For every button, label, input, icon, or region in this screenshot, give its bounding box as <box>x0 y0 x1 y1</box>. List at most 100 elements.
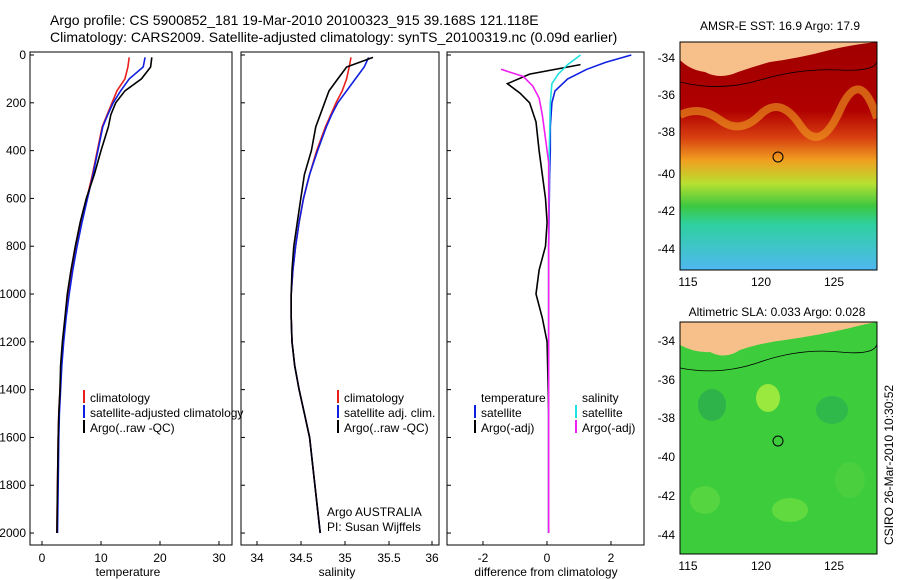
lon-tick: 120 <box>751 559 771 573</box>
lat-tick: -42 <box>658 204 676 218</box>
sal-xlabel: salinity <box>319 565 356 579</box>
title-line-1: Argo profile: CS 5900852_181 19-Mar-2010… <box>50 12 539 28</box>
profile-lines <box>30 54 632 534</box>
sla-argo-marker <box>772 435 784 447</box>
float-program-note: Argo AUSTRALIA <box>327 505 422 519</box>
ytick-label: 1000 <box>0 287 26 301</box>
salinity-legend: climatology satellite adj. clim. Argo(..… <box>327 390 435 534</box>
float-pi-note: PI: Susan Wijffels <box>327 520 421 534</box>
diff-xtick: 0 <box>544 551 551 565</box>
sst-map-title: AMSR-E SST: 16.9 Argo: 17.9 <box>700 19 860 33</box>
lon-tick: 120 <box>751 275 771 289</box>
legend-title-salinity: salinity <box>582 391 619 405</box>
sst-lat-labels: -34 -36 -38 -40 -42 -44 <box>658 51 676 256</box>
diff-xtick: -2 <box>478 551 489 565</box>
legend-label: satellite <box>582 406 623 420</box>
lon-tick: 115 <box>678 559 697 573</box>
ytick-label: 1400 <box>0 383 26 397</box>
series-line-satellite-adj-clim <box>290 57 370 534</box>
pressure-axis-labels: 0 200 400 600 800 1000 1200 1400 1600 18… <box>0 48 26 540</box>
series-line-temperature-argo-adj <box>505 63 581 533</box>
lat-tick: -38 <box>658 125 676 139</box>
legend-label: satellite adj. clim. <box>344 406 435 420</box>
temp-xtick: 10 <box>94 551 108 565</box>
lat-tick: -36 <box>658 88 676 102</box>
legend-label: climatology <box>90 391 150 405</box>
lat-tick: -38 <box>658 411 676 425</box>
sla-blob <box>690 486 720 514</box>
sal-xtick: 34 <box>250 551 264 565</box>
series-line-salinity-satellite <box>547 54 581 533</box>
sla-contour <box>680 340 877 372</box>
difference-panel-frame <box>446 51 645 546</box>
ytick-label: 400 <box>6 144 26 158</box>
ytick-label: 1200 <box>0 335 26 349</box>
temp-xtick: 0 <box>39 551 46 565</box>
legend-label: climatology <box>344 391 404 405</box>
sst-map-frame <box>679 41 878 271</box>
series-line-temperature-satellite <box>547 54 632 533</box>
legend-label: Argo(-adj) <box>582 421 635 435</box>
ytick-label: 200 <box>6 96 26 110</box>
sla-blob <box>835 462 865 498</box>
lat-tick: -42 <box>658 489 676 503</box>
sla-blob <box>756 384 780 412</box>
temperature-panel-frame <box>29 51 233 546</box>
legend-label: satellite-adjusted climatology <box>90 406 243 420</box>
sst-front <box>680 85 877 141</box>
legend-title-temperature: temperature <box>481 391 546 405</box>
lat-tick: -40 <box>658 167 676 181</box>
temp-xlabel: temperature <box>96 565 161 579</box>
ytick-label: 2000 <box>0 526 26 540</box>
lon-tick: 125 <box>824 559 844 573</box>
legend-label: Argo(..raw -QC) <box>90 421 175 435</box>
sla-land <box>680 322 877 356</box>
sla-lon-labels: 115 120 125 <box>678 559 844 573</box>
ytick-label: 600 <box>6 191 26 205</box>
temp-xtick: 30 <box>212 551 226 565</box>
sal-xtick: 34.5 <box>289 551 313 565</box>
lat-tick: -40 <box>658 450 676 464</box>
sst-land <box>680 42 877 76</box>
lon-tick: 125 <box>824 275 844 289</box>
ytick-label: 800 <box>6 239 26 253</box>
sal-xtick: 36 <box>425 551 439 565</box>
lat-tick: -34 <box>658 334 676 348</box>
lat-tick: -36 <box>658 373 676 387</box>
lat-tick: -44 <box>658 242 676 256</box>
credit-label: CSIRO 26-Mar-2010 10:30:52 <box>882 385 896 545</box>
sst-contour <box>680 58 877 87</box>
temp-xtick: 20 <box>153 551 167 565</box>
lon-tick: 115 <box>678 275 697 289</box>
series-line-salinity-argo-adj <box>500 68 550 533</box>
temperature-legend: climatology satellite-adjusted climatolo… <box>83 390 243 435</box>
sla-blob <box>772 498 808 522</box>
series-line-argo-raw-qc <box>56 57 153 534</box>
series-line-argo-raw-qc <box>290 56 374 534</box>
diff-xlabel: difference from climatology <box>474 565 617 579</box>
sla-lat-labels: -34 -36 -38 -40 -42 -44 <box>658 334 676 542</box>
lat-tick: -44 <box>658 528 676 542</box>
lat-tick: -34 <box>658 51 676 65</box>
difference-legend: temperature satellite Argo(-adj) salinit… <box>474 391 635 435</box>
ytick-label: 0 <box>19 48 26 62</box>
legend-label: Argo(-adj) <box>481 421 534 435</box>
ytick-label: 1600 <box>0 430 26 444</box>
sla-map-title: Altimetric SLA: 0.033 Argo: 0.028 <box>689 305 866 319</box>
diff-xtick: 2 <box>608 551 615 565</box>
salinity-panel-frame <box>240 51 440 546</box>
sla-blob <box>816 396 848 424</box>
title-line-2: Climatology: CARS2009. Satellite-adjuste… <box>50 29 617 45</box>
sal-xtick: 35.5 <box>377 551 401 565</box>
series-line-climatology <box>290 57 352 534</box>
legend-label: Argo(..raw -QC) <box>344 421 429 435</box>
sst-field <box>680 42 877 270</box>
sla-map-frame <box>679 321 878 555</box>
sst-lon-labels: 115 120 125 <box>678 275 844 289</box>
sla-blob <box>698 389 726 421</box>
ytick-label: 1800 <box>0 478 26 492</box>
legend-label: satellite <box>481 406 522 420</box>
axis-tick-marks <box>41 541 612 545</box>
sst-map <box>680 42 877 270</box>
